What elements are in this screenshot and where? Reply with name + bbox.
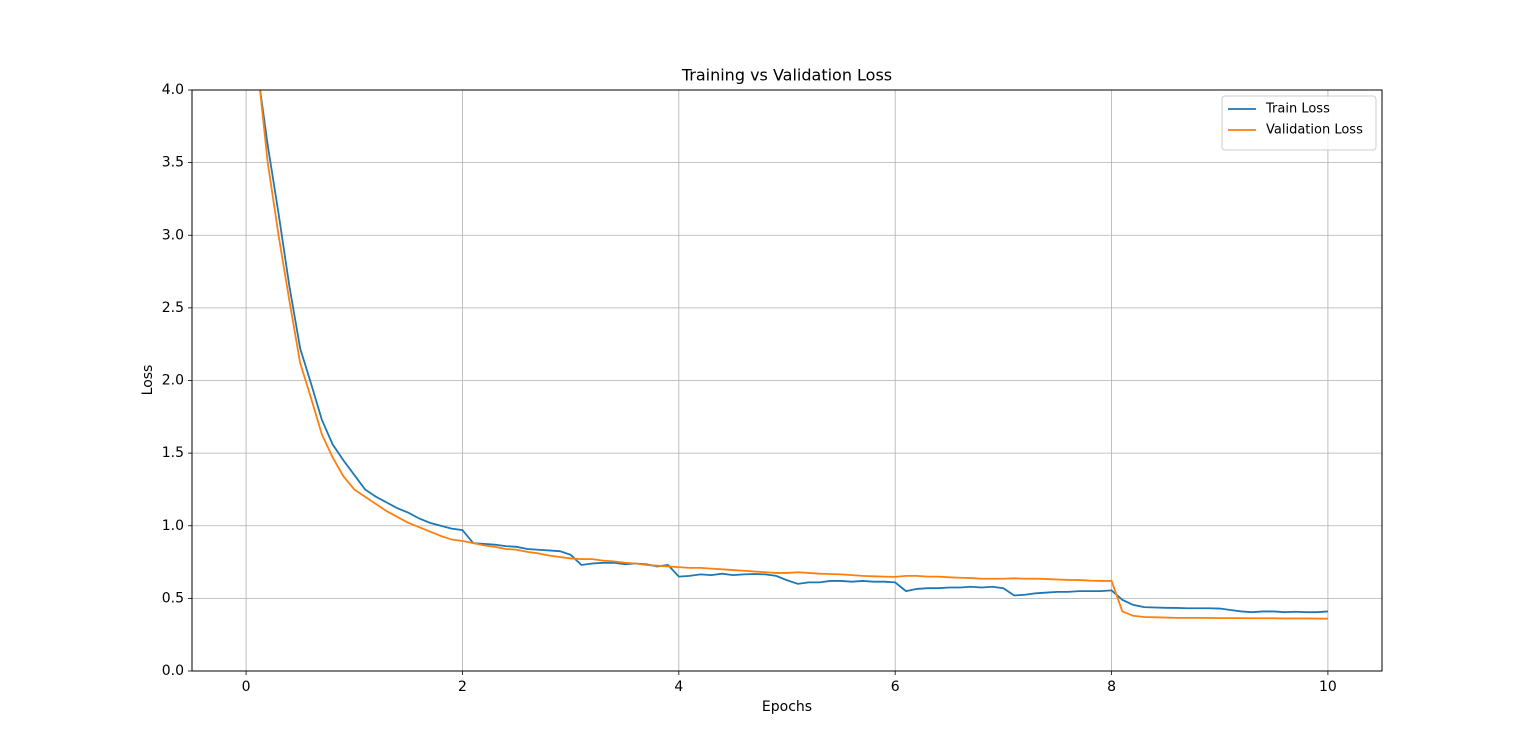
x-tick-label: 8 [1107, 679, 1116, 695]
x-axis-label: Epochs [762, 699, 812, 715]
x-tick-label: 0 [242, 679, 251, 695]
y-axis-label: Loss [140, 365, 156, 396]
y-tick-label: 2.0 [162, 373, 184, 389]
y-tick-label: 0.5 [162, 590, 184, 606]
series-line [259, 90, 1328, 620]
chart-title: Training vs Validation Loss [681, 66, 892, 85]
y-tick-label: 3.0 [162, 227, 184, 243]
legend-label: Train Loss [1265, 102, 1330, 117]
y-tick-label: 2.5 [162, 300, 184, 316]
x-tick-label: 6 [891, 679, 900, 695]
y-tick-label: 1.0 [162, 518, 184, 534]
y-tick-label: 4.0 [162, 82, 184, 98]
series-line [259, 90, 1328, 614]
x-tick-label: 10 [1319, 679, 1337, 695]
y-tick-label: 1.5 [162, 445, 184, 461]
plot-frame [191, 89, 1383, 672]
x-tick-label: 2 [458, 679, 467, 695]
legend-box [1221, 95, 1377, 151]
x-tick-label: 4 [674, 679, 683, 695]
y-tick-label: 3.5 [162, 155, 184, 171]
legend-label: Validation Loss [1266, 123, 1363, 138]
y-tick-label: 0.0 [162, 663, 184, 679]
